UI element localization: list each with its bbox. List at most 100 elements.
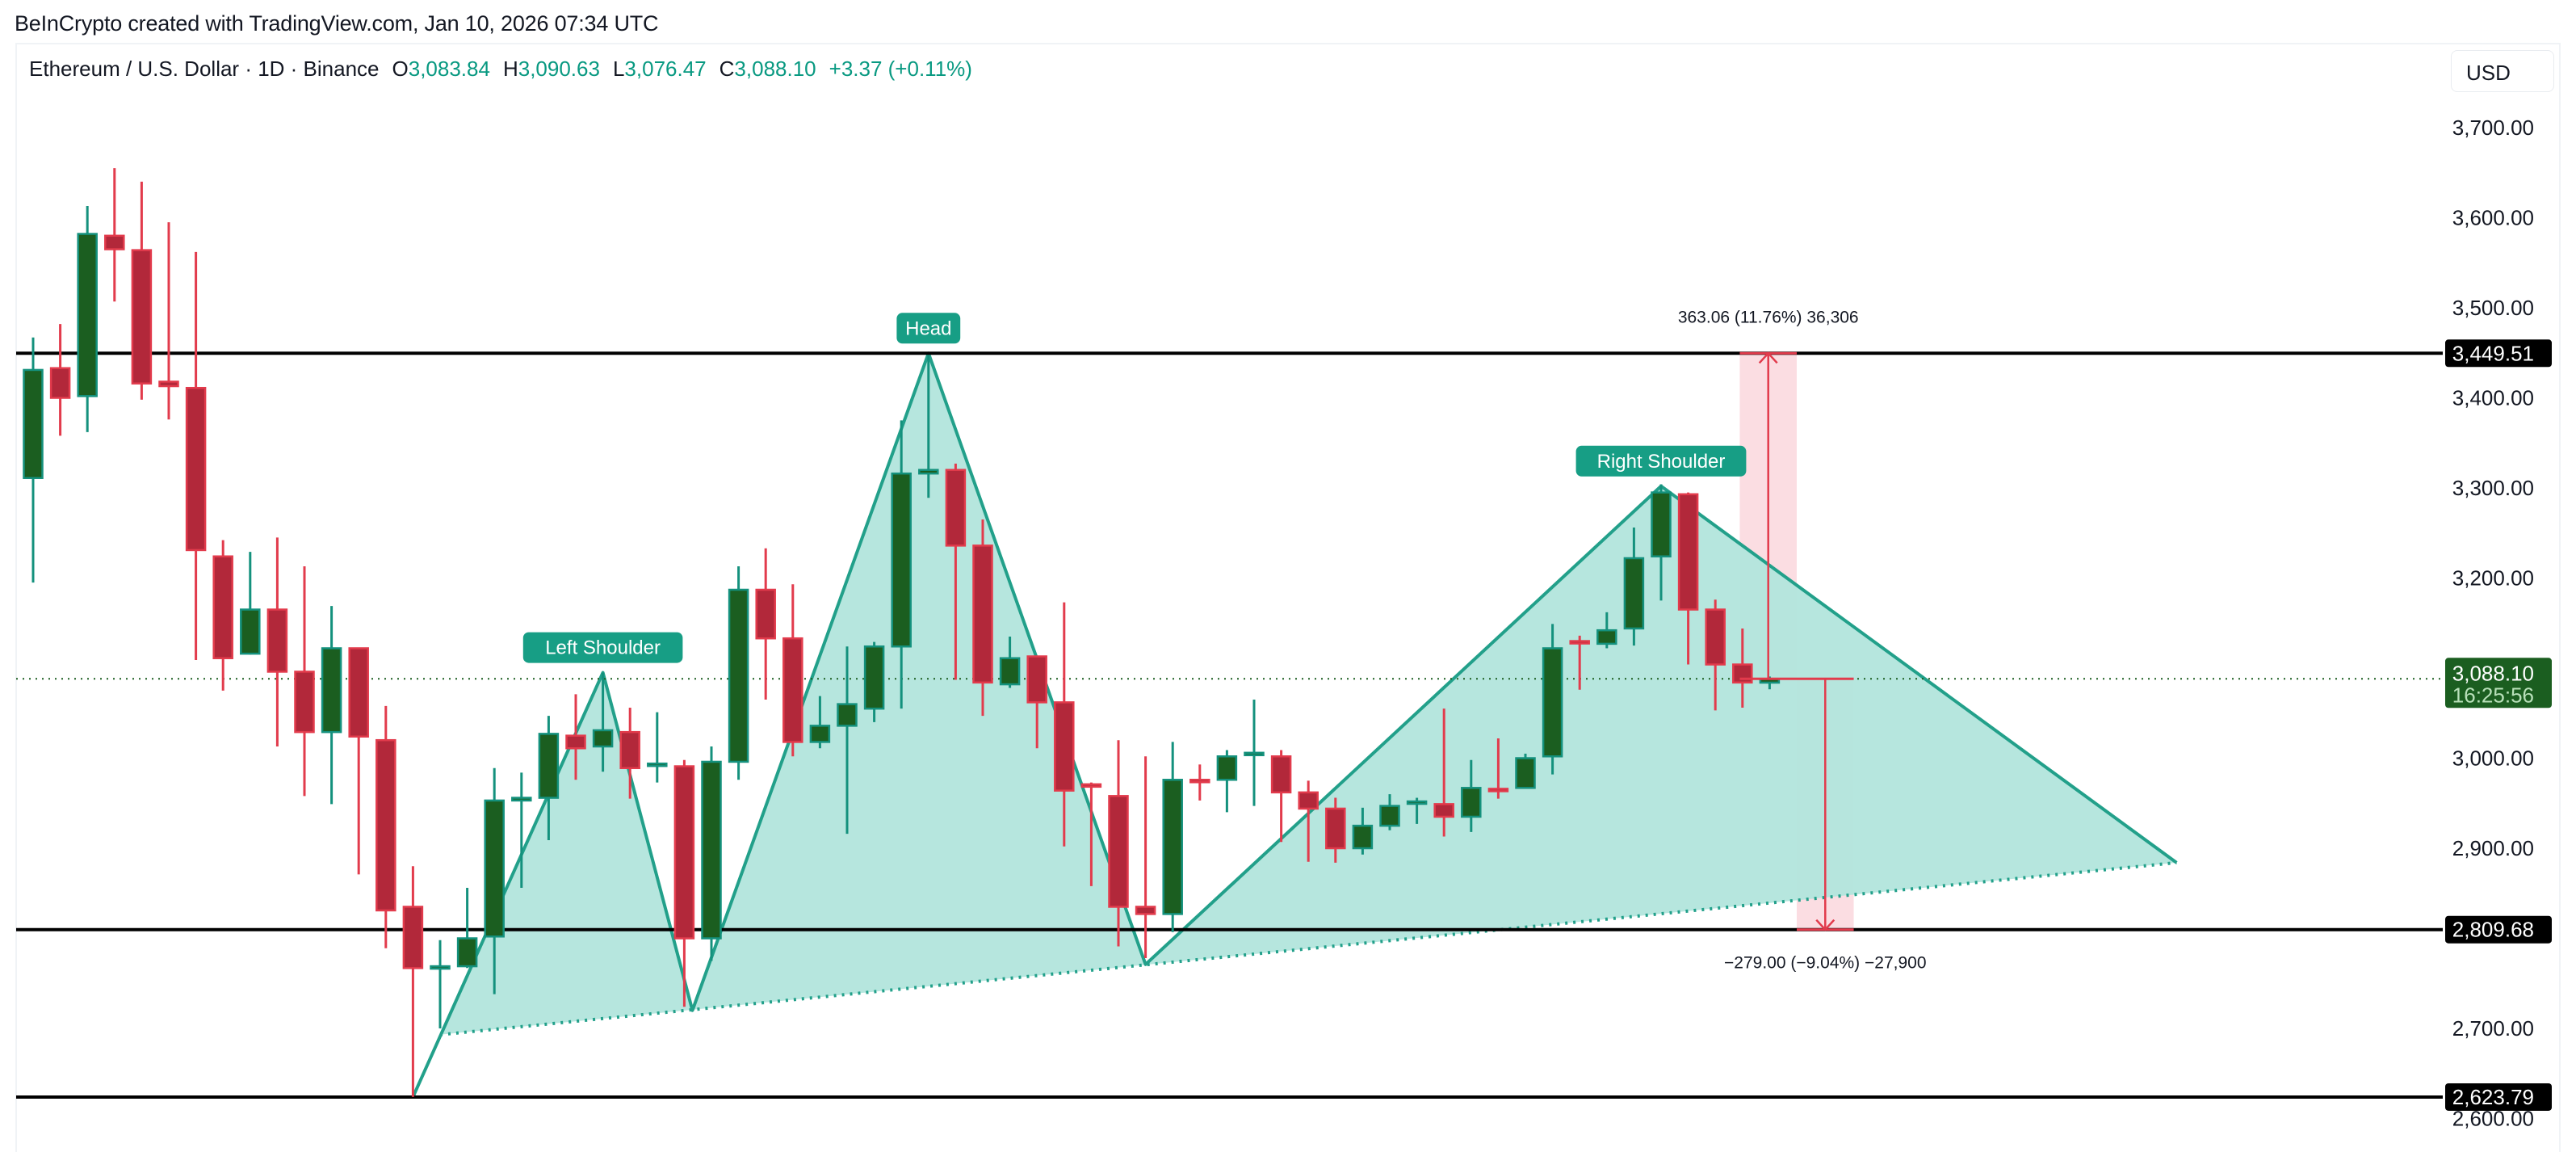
candle-down: [212, 540, 233, 691]
candle-body: [158, 380, 179, 388]
candle-body: [484, 799, 505, 938]
level-tag-text: 3,449.51: [2452, 341, 2534, 365]
horizontal-levels[interactable]: [16, 351, 2443, 1099]
candle-up: [240, 552, 261, 655]
candle-body: [266, 608, 288, 673]
candle-body: [1433, 803, 1454, 818]
candle-up: [1352, 807, 1374, 855]
candle-body: [945, 469, 967, 547]
candle-down: [1677, 492, 1699, 665]
candle-down: [755, 548, 776, 700]
candle-body: [538, 733, 560, 799]
bar-countdown-timer: 16:25:56: [2452, 683, 2534, 707]
symbol-title[interactable]: Ethereum / U.S. Dollar · 1D · Binance: [29, 57, 380, 81]
candle-up: [837, 646, 858, 835]
candle-up: [1244, 700, 1265, 806]
level-price-tag[interactable]: 2,623.79: [2445, 1083, 2552, 1111]
chart-attribution: BeInCrypto created with TradingView.com,…: [15, 11, 659, 36]
candle-up: [592, 672, 614, 772]
candle-up: [1216, 750, 1238, 813]
candle-body: [673, 765, 695, 940]
candle-body: [1569, 640, 1590, 645]
candle-up: [321, 606, 342, 805]
candle-body: [1108, 795, 1129, 908]
candle-body: [49, 367, 71, 399]
candle-down: [1325, 797, 1346, 863]
candle-down: [673, 759, 695, 1007]
candle-up: [809, 696, 831, 749]
candle-body: [1406, 800, 1428, 805]
candle-down: [945, 463, 967, 680]
candle-down: [402, 866, 424, 1097]
candle-up: [23, 337, 44, 583]
candle-body: [619, 730, 640, 770]
candle-body: [1026, 655, 1047, 704]
pattern-label-head[interactable]: Head: [896, 313, 961, 344]
label-badge: [1575, 445, 1747, 477]
price-axis[interactable]: 3,700.00 3,600.00 3,500.00 3,400.00 3,300.00…: [2445, 116, 2552, 1131]
candle-up: [1623, 528, 1645, 646]
candle-body: [1054, 701, 1075, 792]
candle-body: [294, 671, 315, 734]
candle-up: [1379, 794, 1400, 830]
candle-body: [430, 965, 451, 970]
level-tag-text: 2,623.79: [2452, 1085, 2534, 1109]
candle-down: [158, 222, 179, 420]
arrow-up-icon: [1758, 351, 1778, 364]
candle-up: [701, 746, 722, 961]
price-tick-label: 3,500.00: [2452, 296, 2534, 320]
label-badge: [522, 632, 683, 663]
ohlc-low-key: L: [612, 57, 625, 81]
candle-down: [294, 566, 315, 797]
candle-body: [647, 762, 668, 767]
candle-body: [728, 588, 749, 763]
neckline[interactable]: [439, 860, 2177, 1036]
level-price-tag[interactable]: 3,449.51: [2445, 339, 2552, 368]
candle-up: [1515, 753, 1536, 789]
candle-body: [837, 703, 858, 727]
candle-body: [1080, 783, 1102, 788]
candle-down: [1054, 602, 1075, 847]
currency-button[interactable]: USD: [2451, 50, 2554, 92]
price-tick-label: 3,400.00: [2452, 386, 2534, 410]
candle-body: [999, 657, 1021, 686]
level-tag-text: 2,809.68: [2452, 918, 2534, 942]
candle-up: [538, 716, 560, 840]
candle-body: [1515, 757, 1536, 789]
measure-label: −279.00 (−9.04%) −27,900: [1724, 954, 1926, 973]
candle-up: [999, 636, 1021, 688]
candle-body: [131, 249, 153, 385]
candle-up: [728, 566, 749, 780]
candle-up: [918, 355, 939, 498]
candle-body: [456, 937, 478, 968]
candle-down: [1705, 599, 1726, 711]
candle-down: [619, 708, 640, 799]
ohlc-high-value: 3,090.63: [518, 57, 600, 81]
label-text: Left Shoulder: [545, 637, 661, 659]
measure-tools[interactable]: 363.06 (11.76%) 36,306 −279.00 (−9.04%) −…: [1678, 308, 1927, 972]
candle-body: [1487, 788, 1509, 793]
candle-body: [809, 725, 831, 743]
price-tick-label: 3,700.00: [2452, 116, 2534, 140]
candle-body: [1298, 791, 1319, 810]
price-tick-label: 2,900.00: [2452, 836, 2534, 860]
ohlc-close-key: C: [719, 57, 735, 81]
candle-up: [1162, 742, 1183, 932]
pattern-labels[interactable]: Left Shoulder Head Right Shoulder: [522, 313, 1747, 663]
candle-up: [1406, 797, 1428, 824]
level-price-tag[interactable]: 2,809.68: [2445, 915, 2552, 944]
candle-down: [375, 705, 396, 948]
chart-panel[interactable]: [15, 43, 2561, 1152]
head-and-shoulders-pattern[interactable]: [411, 351, 2178, 1098]
pattern-label-right-shoulder[interactable]: Right Shoulder: [1575, 445, 1747, 477]
candle-body: [1379, 805, 1400, 827]
candle-body: [321, 647, 342, 734]
pattern-label-left-shoulder[interactable]: Left Shoulder: [522, 632, 683, 663]
candle-down: [1108, 740, 1129, 947]
label-text: Head: [905, 317, 951, 339]
candle-up: [863, 641, 885, 722]
candle-up: [430, 940, 451, 1028]
candle-body: [918, 469, 939, 475]
